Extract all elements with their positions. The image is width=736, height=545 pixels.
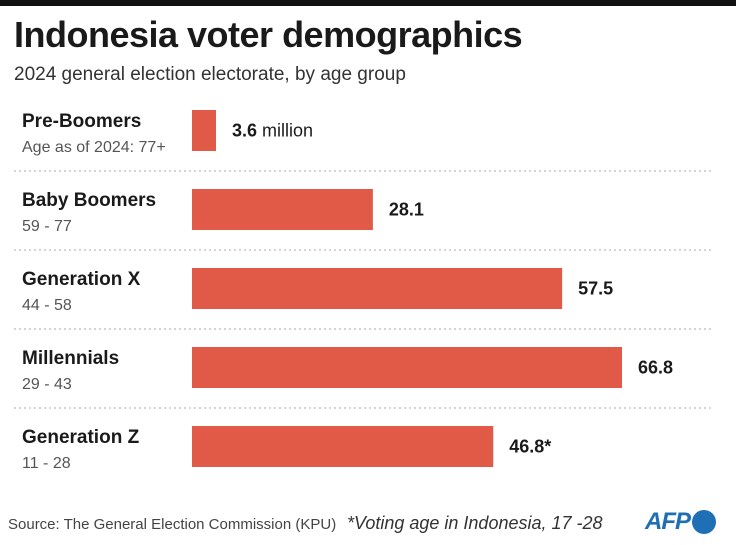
age-range-label: Age as of 2024: 77+ <box>22 139 166 156</box>
age-range-label: 29 - 43 <box>22 376 72 393</box>
category-label: Generation Z <box>22 427 140 448</box>
value-label: 3.6 million <box>232 121 313 141</box>
top-rule <box>0 0 736 6</box>
category-label: Baby Boomers <box>22 190 156 211</box>
bar <box>192 268 563 309</box>
footnote-text: *Voting age in Indonesia, 17 -28 <box>347 513 603 533</box>
category-label: Pre-Boomers <box>22 111 141 132</box>
bar <box>192 189 373 230</box>
bar <box>192 347 622 388</box>
bar <box>192 110 216 151</box>
age-range-label: 59 - 77 <box>22 218 72 235</box>
value-unit-label: million <box>257 121 313 141</box>
bar <box>192 426 494 467</box>
age-range-label: 11 - 28 <box>22 455 71 472</box>
afp-logo: AFP <box>645 508 716 536</box>
category-label: Generation X <box>22 269 141 290</box>
age-range-label: 44 - 58 <box>22 297 72 314</box>
afp-logo-dot-icon <box>692 510 716 534</box>
value-label: 46.8* <box>509 437 551 457</box>
source-text: Source: The General Election Commission … <box>8 516 337 533</box>
value-label: 28.1 <box>389 200 424 220</box>
value-label: 57.5 <box>578 279 613 299</box>
chart-title: Indonesia voter demographics <box>14 14 523 55</box>
chart-subtitle: 2024 general election electorate, by age… <box>14 64 406 85</box>
value-label: 66.8 <box>638 358 673 378</box>
afp-logo-text: AFP <box>645 508 691 535</box>
category-label: Millennials <box>22 348 119 369</box>
